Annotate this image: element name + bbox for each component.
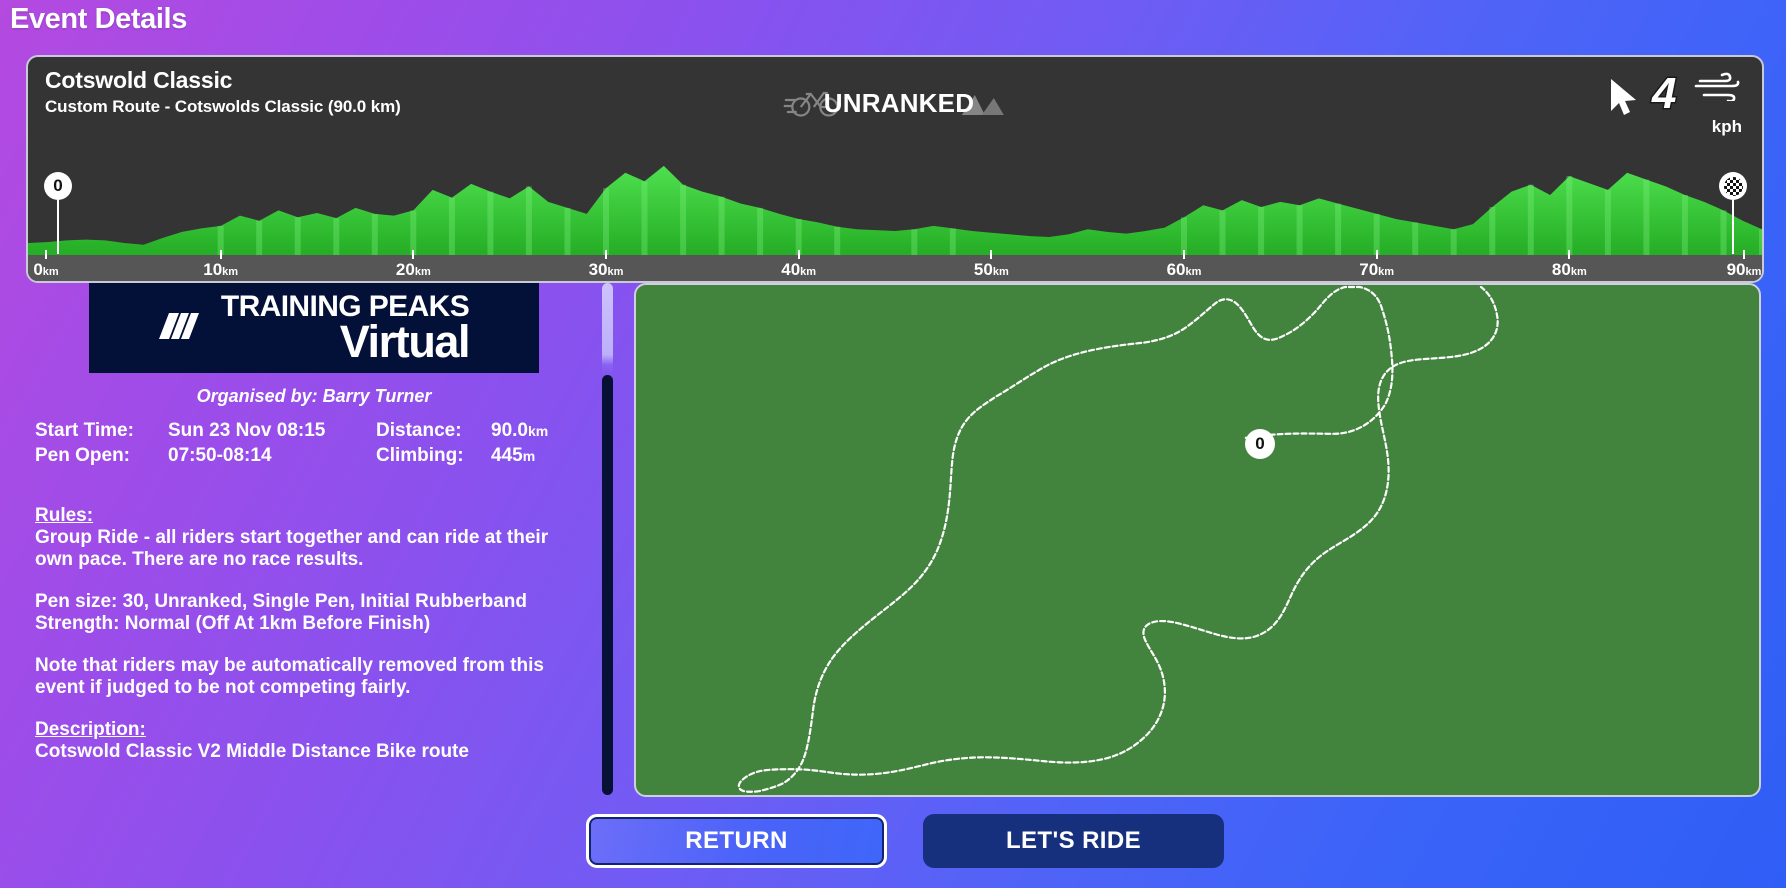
climbing-value: 445m xyxy=(491,445,536,466)
axis-tick-mark xyxy=(1183,250,1185,259)
info-scrollbar-thumb[interactable] xyxy=(602,375,613,795)
route-map-panel[interactable]: 0 xyxy=(634,283,1761,797)
route-map-svg xyxy=(737,285,1499,793)
training-peaks-virtual-logo: TRAINING PEAKS Virtual xyxy=(89,283,539,373)
elevation-profile-chart xyxy=(28,135,1762,255)
pen-open-value: 07:50-08:14 xyxy=(168,445,272,466)
climbing-label: Climbing: xyxy=(376,445,464,466)
axis-tick-label: 50km xyxy=(973,260,1009,279)
axis-tick-label: 60km xyxy=(1166,260,1202,279)
axis-tick-label: 10km xyxy=(203,260,239,279)
axis-tick-label: 70km xyxy=(1359,260,1395,279)
event-facts-table: Start Time: Sun 23 Nov 08:15 Distance: 9… xyxy=(35,420,580,470)
pen-info-line-2: Strength: Normal (Off At 1km Before Fini… xyxy=(35,613,431,635)
page-title: Event Details xyxy=(10,3,187,35)
axis-tick-label: 40km xyxy=(781,260,817,279)
climbing-unit: m xyxy=(522,448,536,464)
spacer xyxy=(35,635,575,655)
wind-icon xyxy=(1692,71,1744,106)
axis-tick-label: 0km xyxy=(33,260,59,279)
elevation-finish-stem xyxy=(1732,200,1734,254)
start-time-value: Sun 23 Nov 08:15 xyxy=(168,420,326,441)
logo-line-2: Virtual xyxy=(339,316,471,368)
axis-tick-mark xyxy=(219,250,222,259)
rank-label: UNRANKED xyxy=(823,87,975,118)
axis-tick-mark xyxy=(1375,250,1378,259)
pen-open-label: Pen Open: xyxy=(35,445,131,466)
distance-label: Distance: xyxy=(376,420,462,441)
axis-tick-mark xyxy=(605,250,607,259)
description-heading: Description: xyxy=(35,719,146,741)
mountain-icon xyxy=(958,85,1006,122)
bicycle-icon xyxy=(782,84,840,123)
elevation-start-marker: 0 xyxy=(44,172,72,200)
elevation-axis-bar: 0km 10km 20km 30km 40km 50km 60km 70km 80km 90km xyxy=(28,250,1762,281)
spacer xyxy=(35,571,575,591)
elevation-svg xyxy=(28,165,1762,255)
wind-speed-readout: 4 kph xyxy=(1650,68,1744,137)
logo-line-1: TRAINING PEAKS xyxy=(220,290,470,324)
axis-tick-label: 30km xyxy=(588,260,624,279)
note-line-2: event if judged to be not competing fair… xyxy=(35,677,411,699)
note-line-1: Note that riders may be automatically re… xyxy=(35,655,544,677)
rules-line-2: own pace. There are no race results. xyxy=(35,549,364,571)
route-subtitle: Custom Route - Cotswolds Classic (90.0 k… xyxy=(45,97,401,116)
organiser-label: Organised by: Barry Turner xyxy=(196,386,432,406)
axis-tick-mark xyxy=(1568,250,1571,259)
axis-tick-label: 90km xyxy=(1726,260,1762,279)
info-scrollbar[interactable] xyxy=(602,283,613,795)
training-peaks-slashes-icon xyxy=(158,309,205,348)
distance-value: 90.0km xyxy=(491,420,549,441)
axis-tick-mark xyxy=(797,250,800,259)
lets-ride-button[interactable]: LET'S RIDE xyxy=(923,814,1224,868)
route-path xyxy=(737,285,1499,793)
event-description-body: Rules: Group Ride - all riders start tog… xyxy=(35,505,575,763)
rules-line-1: Group Ride - all riders start together a… xyxy=(35,527,549,549)
description-body: Cotswold Classic V2 Middle Distance Bike… xyxy=(35,741,469,763)
elevation-finish-marker xyxy=(1719,172,1747,200)
route-elevation-panel: Cotswold Classic Custom Route - Cotswold… xyxy=(26,55,1764,283)
rank-badge: UNRANKED xyxy=(782,84,1006,123)
action-button-bar: RETURN LET'S RIDE xyxy=(586,814,1224,868)
table-row: Start Time: Sun 23 Nov 08:15 Distance: 9… xyxy=(35,420,548,445)
axis-tick-label: 20km xyxy=(395,260,431,279)
wind-speed-unit: kph xyxy=(1711,117,1742,136)
start-time-label: Start Time: xyxy=(35,420,134,441)
rules-heading: Rules: xyxy=(35,505,94,526)
axis-tick-label: 80km xyxy=(1551,260,1587,279)
axis-tick-mark xyxy=(412,250,415,259)
route-title: Cotswold Classic xyxy=(45,67,233,93)
distance-unit: km xyxy=(527,423,549,439)
axis-tick-mark xyxy=(990,250,993,259)
map-start-marker: 0 xyxy=(1245,429,1275,459)
axis-tick-mark xyxy=(45,250,47,259)
table-row: Pen Open: 07:50-08:14 Climbing: 445m xyxy=(35,445,548,470)
axis-tick-mark xyxy=(1743,250,1745,259)
pen-info-line-1: Pen size: 30, Unranked, Single Pen, Init… xyxy=(35,591,527,613)
event-info-column: TRAINING PEAKS Virtual Organised by: Bar… xyxy=(0,283,600,803)
spacer xyxy=(35,699,575,719)
checkered-flag-icon xyxy=(1723,176,1743,196)
wind-speed-value: 4 xyxy=(1650,68,1678,120)
return-button[interactable]: RETURN xyxy=(586,814,887,868)
cursor-arrow-icon xyxy=(1608,77,1642,119)
elevation-start-stem xyxy=(57,200,59,254)
